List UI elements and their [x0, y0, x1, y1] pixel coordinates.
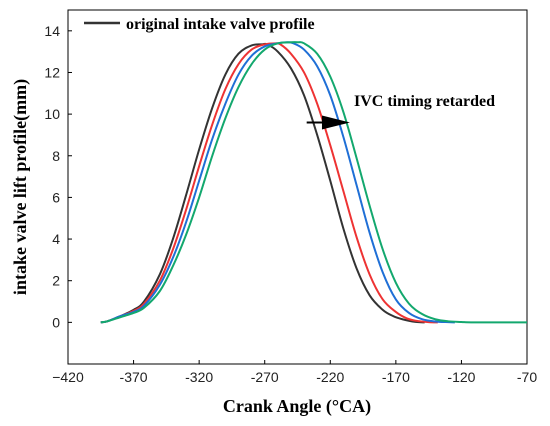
y-tick-label: 8: [52, 148, 60, 164]
x-tick-label: −420: [52, 369, 84, 385]
series-lines: [100, 41, 528, 324]
x-tick-label: -170: [382, 369, 410, 385]
y-tick-label: 2: [52, 273, 60, 289]
series-line-1: [100, 42, 425, 324]
y-tick-label: 10: [44, 106, 60, 122]
series-line-3: [100, 41, 455, 324]
y-tick-label: 12: [44, 64, 60, 80]
x-tick-label: -370: [120, 369, 148, 385]
legend-label: original intake valve profile: [126, 16, 315, 33]
y-axis-title: intake valve lift profile(mm): [10, 79, 31, 295]
y-tick-label: 14: [44, 23, 60, 39]
annotation-text: IVC timing retarded: [354, 93, 495, 110]
annotation: IVC timing retarded: [306, 93, 495, 130]
y-tick-label: 6: [52, 189, 60, 205]
plot-frame: [67, 9, 528, 365]
x-tick-label: -120: [447, 369, 475, 385]
x-tick-label: -220: [316, 369, 344, 385]
y-tick-label: 0: [52, 314, 60, 330]
x-tick-label: -70: [517, 369, 537, 385]
x-axis-title: Crank Angle (°CA): [223, 396, 371, 417]
axis-ticks: −420 -370 -320 -270 -220 -170 -120 -70 0 2 4 6 8 10 12…: [44, 23, 537, 385]
series-line-4: [100, 41, 528, 324]
x-tick-label: -320: [185, 369, 213, 385]
series-line-2: [100, 42, 438, 324]
annotation-arrowhead: [321, 115, 350, 130]
legend: original intake valve profile: [84, 16, 315, 33]
y-tick-label: 4: [52, 231, 60, 247]
x-tick-label: -270: [251, 369, 279, 385]
